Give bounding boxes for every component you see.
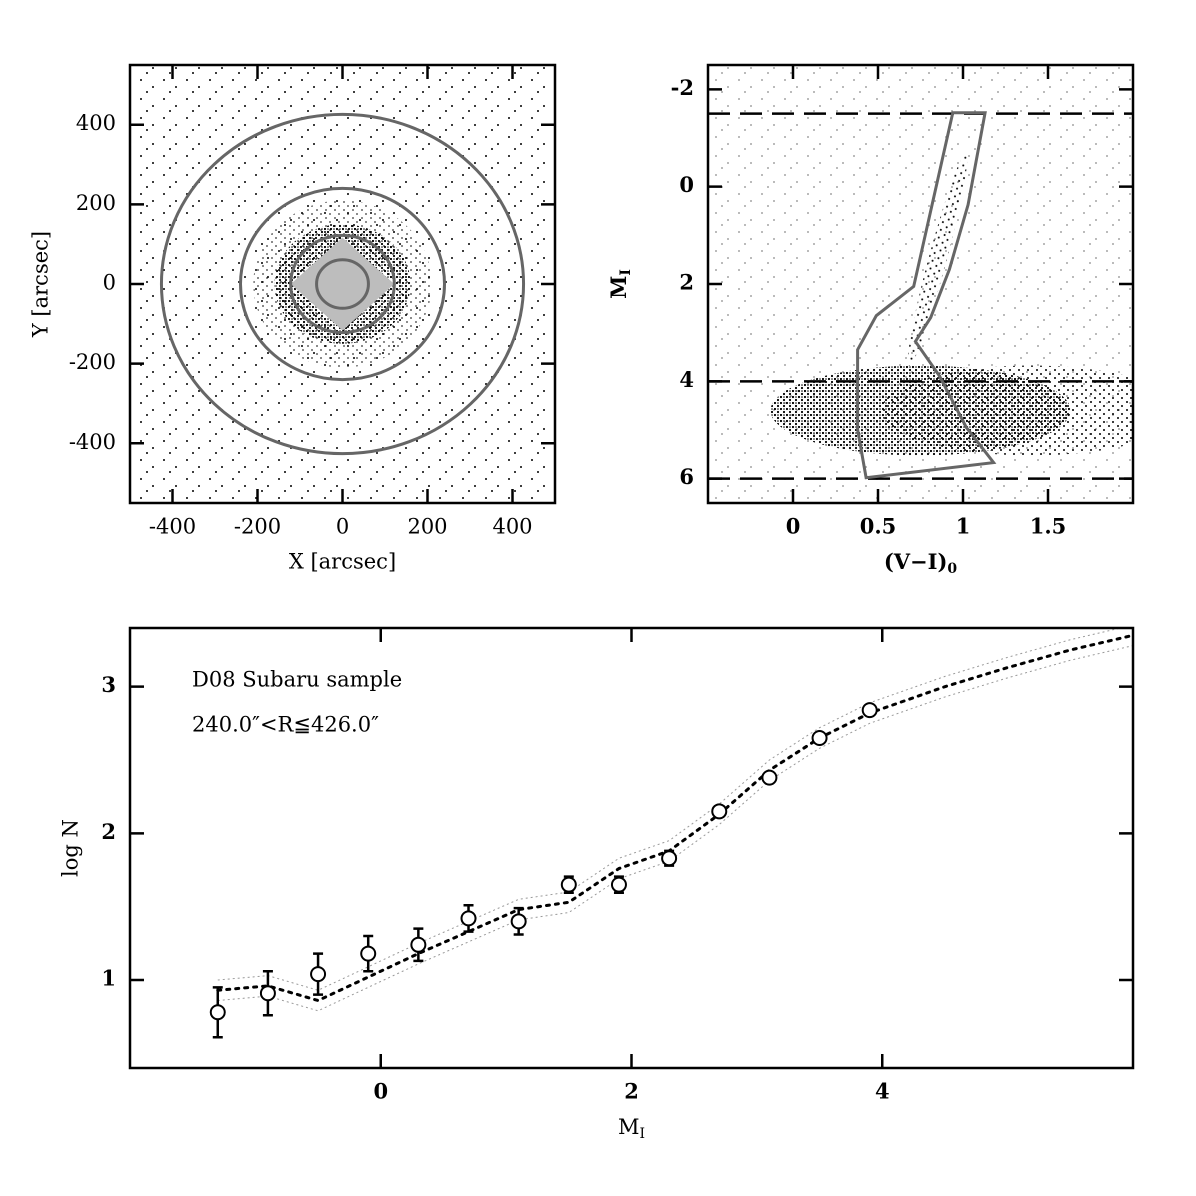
annotation: 240.0″<R≦426.0″: [192, 713, 379, 737]
data-point: [460, 910, 477, 927]
plot-area: [130, 65, 555, 503]
y-tick-label: 6: [679, 464, 694, 489]
x-tick-label: 200: [407, 515, 447, 539]
y-tick-label: 2: [679, 270, 694, 295]
data-point: [510, 913, 527, 930]
x-axis-label-sub: I: [639, 1126, 645, 1142]
y-axis-label-main: M: [606, 276, 631, 299]
model-lower: [217, 645, 1133, 1012]
y-axis-label: Y [arcsec]: [29, 231, 53, 338]
footprint: [290, 237, 395, 331]
y-tick-label: 1: [101, 966, 116, 991]
model-line: [216, 633, 1133, 1003]
data-point: [610, 876, 627, 893]
data-point: [560, 876, 577, 893]
y-axis-label: log N: [59, 819, 83, 877]
y-tick-label: -2: [671, 75, 694, 100]
x-axis-label: MI: [618, 1115, 645, 1143]
y-tick-label: -200: [69, 350, 116, 374]
data-point: [811, 730, 828, 746]
x-axis-label-main: (V−I): [884, 549, 948, 574]
frame: [128, 626, 1135, 1070]
y-tick-label: 2: [101, 819, 116, 844]
x-tick-label: 0.5: [860, 514, 897, 539]
y-tick-label: 0: [103, 271, 116, 295]
y-axis-label: MI: [606, 269, 635, 299]
data-point: [661, 850, 678, 867]
plot-area: [708, 65, 1133, 503]
y-tick-label: 3: [101, 672, 116, 697]
x-axis-label: (V−I)0: [884, 549, 958, 578]
radius-circle: [159, 112, 526, 456]
y-tick-label: 400: [76, 111, 116, 135]
radius-circle: [239, 186, 446, 382]
x-tick-label: 1: [956, 514, 971, 539]
annotation: D08 Subaru sample: [192, 668, 402, 692]
x-axis-label-main: M: [618, 1115, 640, 1139]
radius-circle: [289, 233, 396, 335]
x-tick-label: 0: [336, 515, 349, 539]
x-tick-label: 4: [875, 1079, 890, 1104]
x-tick-label: 2: [624, 1079, 639, 1104]
x-tick-label: 400: [492, 515, 532, 539]
radius-circle: [315, 258, 370, 310]
data-point: [360, 945, 377, 962]
y-tick-label: 4: [679, 367, 694, 392]
x-tick-label: -200: [234, 515, 281, 539]
data-point: [410, 936, 427, 953]
x-tick-label: 0: [786, 514, 801, 539]
x-axis-label-sub: 0: [947, 561, 957, 577]
x-tick-label: 1.5: [1030, 514, 1067, 539]
data-point: [861, 702, 878, 719]
selection-box: [856, 111, 997, 480]
data-point: [310, 966, 327, 983]
x-tick-label: 0: [373, 1079, 388, 1104]
x-tick-label: -400: [149, 515, 196, 539]
data-point: [711, 803, 728, 820]
y-tick-label: -400: [69, 430, 116, 454]
data-point: [259, 985, 276, 1002]
y-tick-label: 200: [76, 191, 116, 215]
data-point: [209, 1004, 226, 1021]
sparse-cloud: [708, 65, 1133, 503]
x-axis-label: X [arcsec]: [289, 550, 396, 574]
model-upper: [217, 628, 1123, 991]
y-axis-label-sub: I: [618, 269, 634, 276]
y-tick-label: 0: [679, 172, 694, 197]
data-point: [761, 769, 778, 786]
